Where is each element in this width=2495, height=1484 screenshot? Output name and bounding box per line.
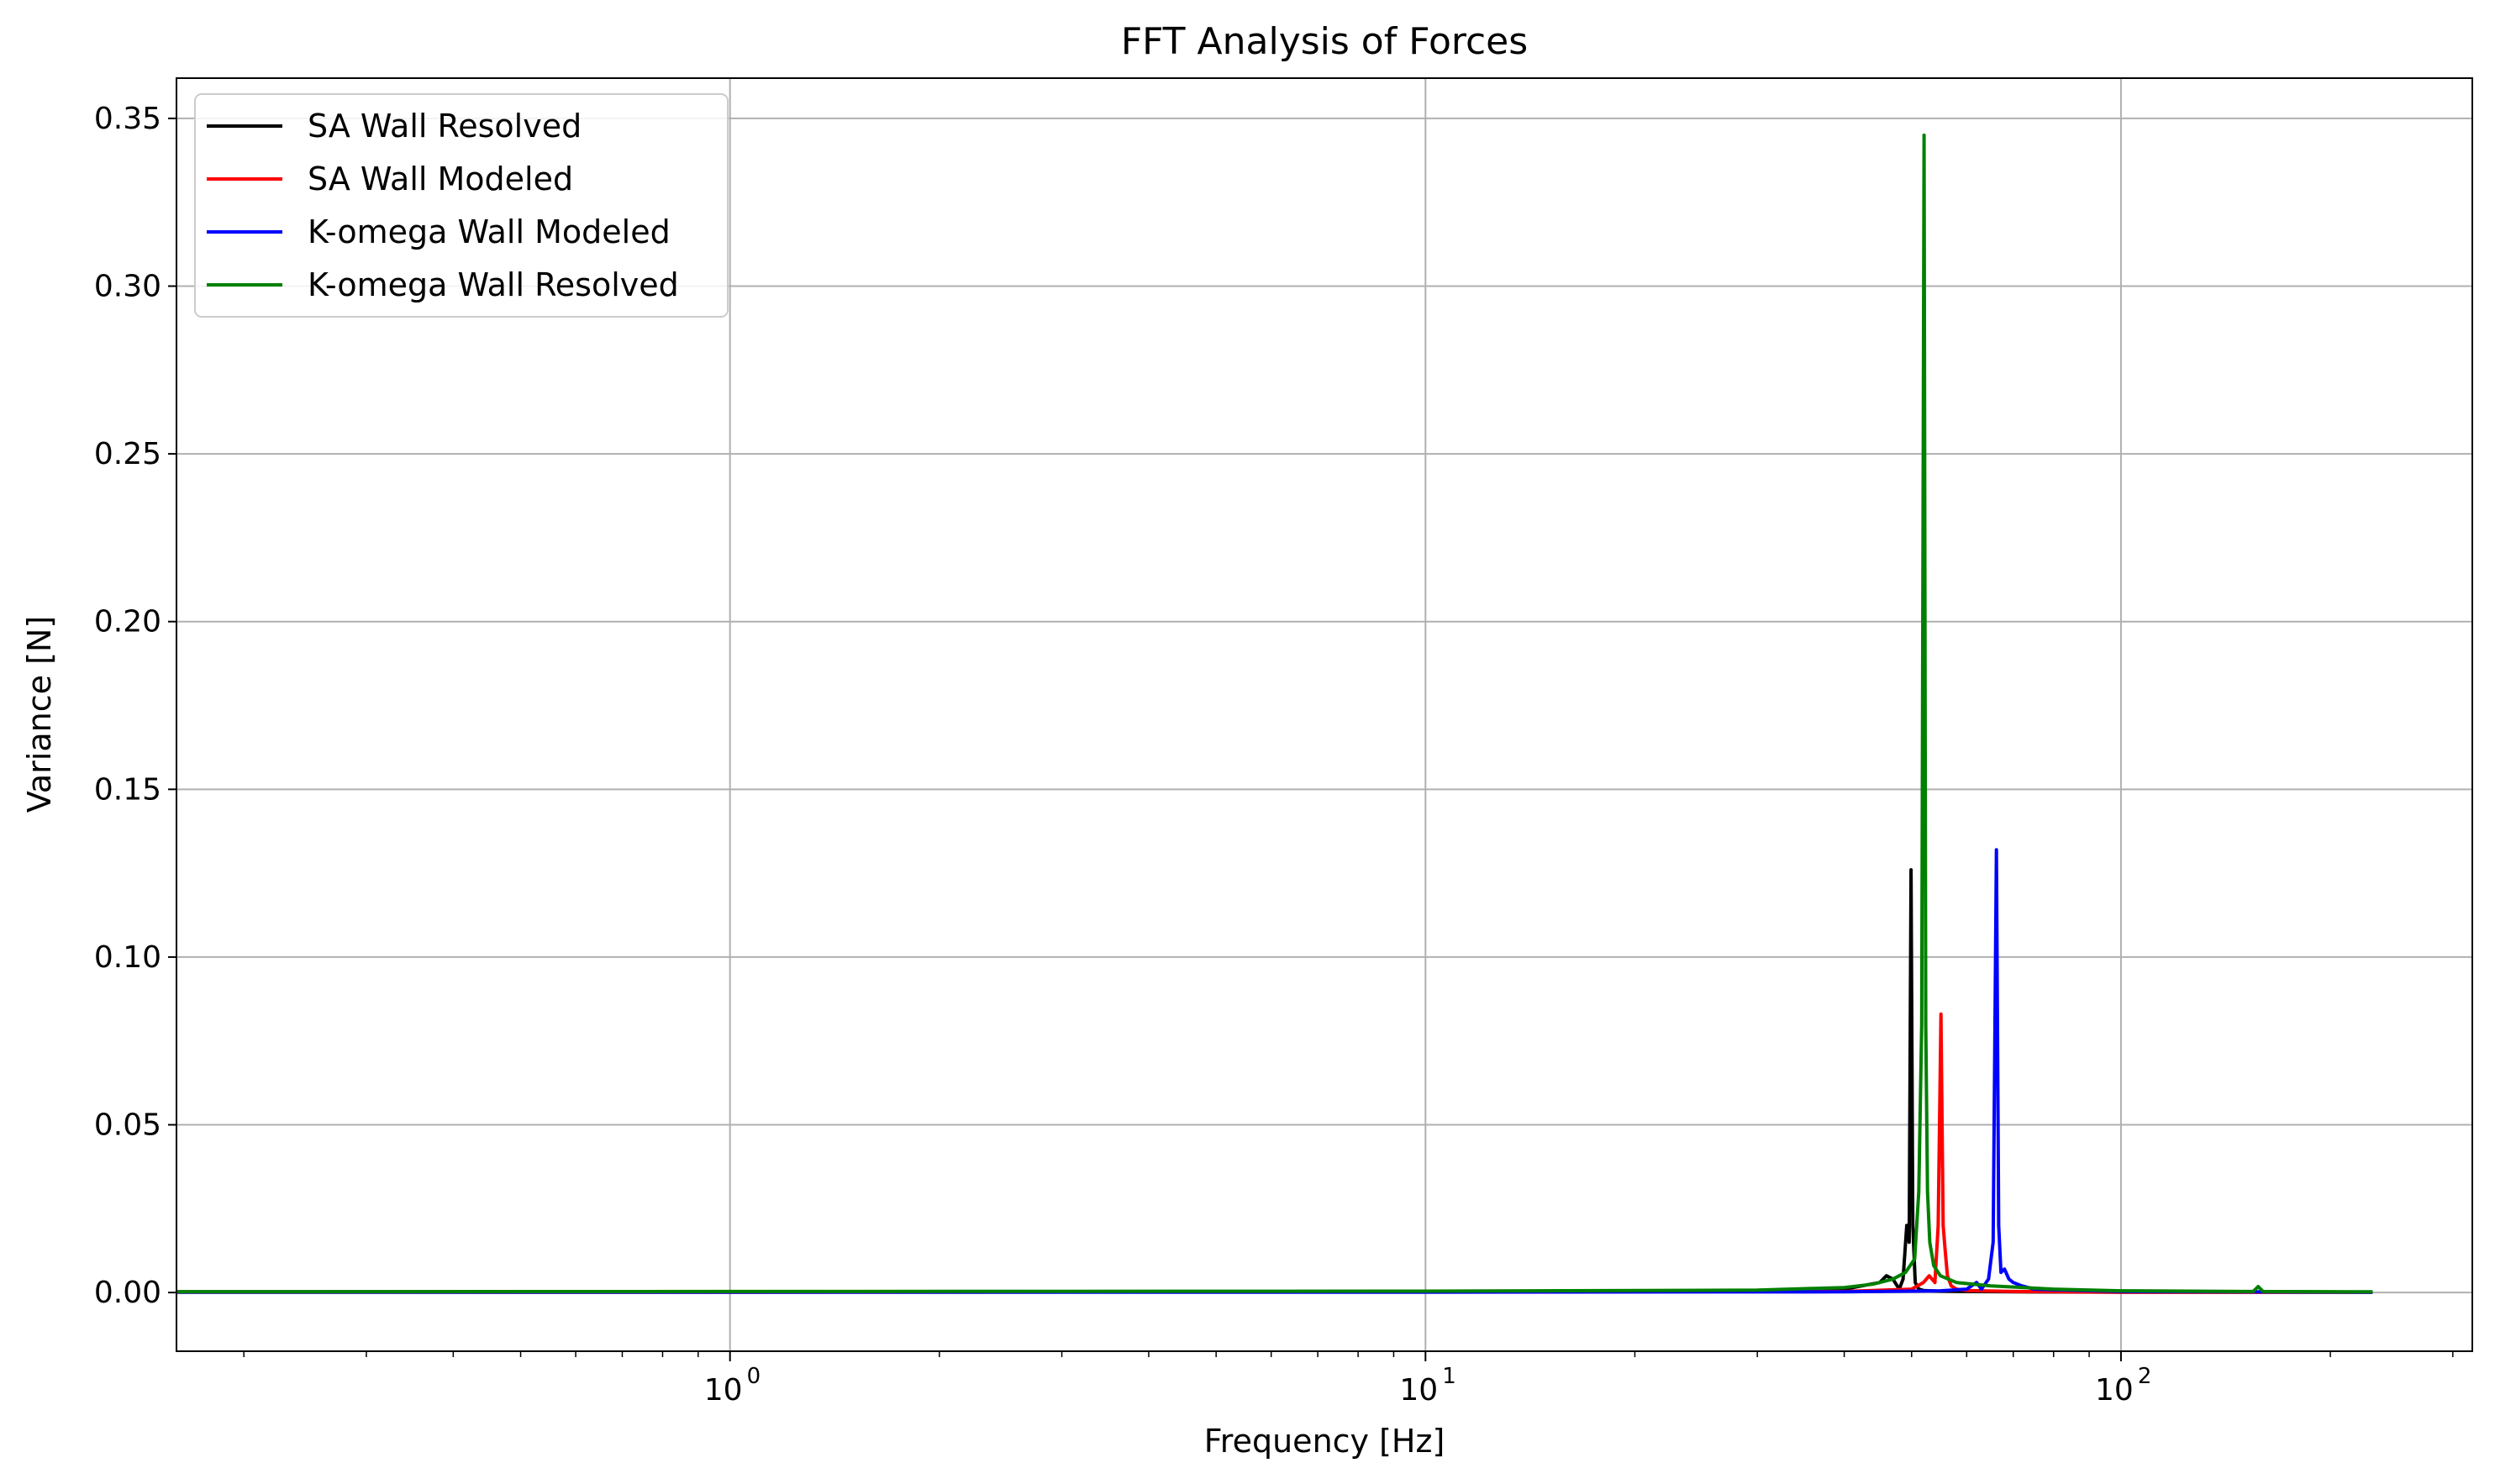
x-minor-ticks <box>243 1351 2454 1357</box>
legend-label: K-omega Wall Resolved <box>308 266 679 303</box>
y-tick-label: 0.10 <box>94 940 161 975</box>
y-tick-label: 0.30 <box>94 270 161 304</box>
legend-label: SA Wall Modeled <box>308 161 573 197</box>
y-tick-label: 0.25 <box>94 437 161 471</box>
legend: SA Wall Resolved SA Wall Modeled K-omega W… <box>194 93 729 318</box>
series-lines <box>176 133 2373 1294</box>
legend-item: SA Wall Modeled <box>207 161 573 197</box>
svg-text:10: 10 <box>1399 1373 1438 1408</box>
svg-text:1: 1 <box>1442 1364 1456 1389</box>
x-tick-label: 10 0 <box>704 1364 761 1408</box>
y-tick-label: 0.20 <box>94 605 161 639</box>
x-tick-label: 10 1 <box>1399 1364 1455 1408</box>
y-tick-label: 0.15 <box>94 772 161 807</box>
x-axis-label: Frequency [Hz] <box>1204 1423 1445 1460</box>
y-tick-label: 0.05 <box>94 1108 161 1143</box>
svg-text:10: 10 <box>704 1373 743 1408</box>
y-axis-label: Variance [N] <box>21 616 58 813</box>
svg-text:10: 10 <box>2095 1373 2134 1408</box>
legend-label: SA Wall Resolved <box>308 108 582 145</box>
plot-frame <box>176 77 2473 1352</box>
legend-box <box>194 93 729 318</box>
svg-text:2: 2 <box>2138 1364 2152 1389</box>
legend-item: SA Wall Resolved <box>207 108 582 145</box>
svg-text:0: 0 <box>747 1364 761 1389</box>
y-tick-label: 0.35 <box>94 102 161 136</box>
series-line-k-omega-wall-resolved <box>176 133 2373 1294</box>
x-tick-label: 10 2 <box>2095 1364 2151 1408</box>
chart-title: FFT Analysis of Forces <box>1121 20 1528 63</box>
legend-item: K-omega Wall Resolved <box>207 266 679 303</box>
legend-label: K-omega Wall Modeled <box>308 213 671 250</box>
y-tick-label: 0.00 <box>94 1276 161 1310</box>
legend-item: K-omega Wall Modeled <box>207 213 671 250</box>
